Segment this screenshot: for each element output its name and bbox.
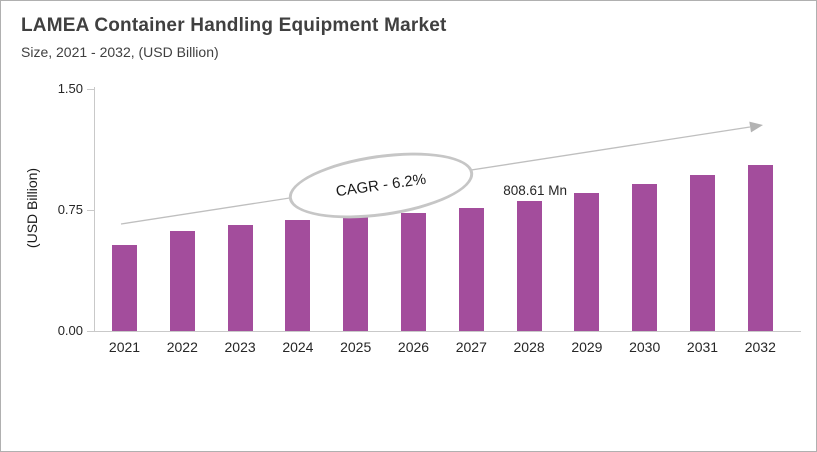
- x-tick-label-2023: 2023: [224, 339, 256, 355]
- y-tick-mark: [87, 331, 95, 332]
- bar-2021: [112, 245, 137, 331]
- y-tick-label-1.50: 1.50: [57, 81, 83, 96]
- x-axis-line: [94, 331, 801, 332]
- cagr-callout: CAGR - 6.2%: [284, 142, 478, 229]
- y-axis-title: (USD Billion): [24, 167, 40, 249]
- x-tick-label-2021: 2021: [108, 339, 141, 355]
- bar-2025: [343, 216, 369, 331]
- x-tick-label-2031: 2031: [686, 339, 719, 355]
- y-tick-label-0.75: 0.75: [57, 202, 83, 217]
- x-tick-label-2026: 2026: [397, 339, 430, 355]
- x-tick-label-2030: 2030: [629, 339, 661, 355]
- bar-2024: [285, 219, 311, 331]
- chart-title: LAMEA Container Handling Equipment Marke…: [21, 15, 447, 36]
- bar-2028: [516, 200, 542, 331]
- bar-2022: [169, 230, 195, 331]
- x-tick-label-2029: 2029: [571, 339, 603, 355]
- x-tick-label-2022: 2022: [166, 339, 198, 355]
- peak-value-label: 808.61 Mn: [503, 182, 567, 198]
- x-tick-label-2032: 2032: [744, 339, 776, 355]
- bar-2027: [458, 207, 484, 331]
- y-tick-label-0.00: 0.00: [57, 323, 83, 338]
- chart-subtitle: Size, 2021 - 2032, (USD Billion): [21, 44, 219, 60]
- cagr-label: CAGR - 6.2%: [334, 170, 428, 201]
- x-tick-label-2028: 2028: [513, 339, 545, 355]
- bar-2031: [690, 175, 715, 331]
- x-tick-label-2027: 2027: [455, 339, 487, 355]
- bar-2032: [747, 164, 773, 331]
- bar-2030: [632, 184, 658, 331]
- y-tick-mark: [87, 89, 95, 90]
- x-tick-label-2025: 2025: [340, 339, 372, 355]
- y-axis-line: [94, 87, 95, 331]
- x-tick-label-2024: 2024: [282, 339, 314, 355]
- bar-2029: [574, 193, 600, 331]
- y-tick-mark: [87, 210, 95, 211]
- bar-2026: [401, 213, 426, 331]
- bar-2023: [227, 224, 253, 331]
